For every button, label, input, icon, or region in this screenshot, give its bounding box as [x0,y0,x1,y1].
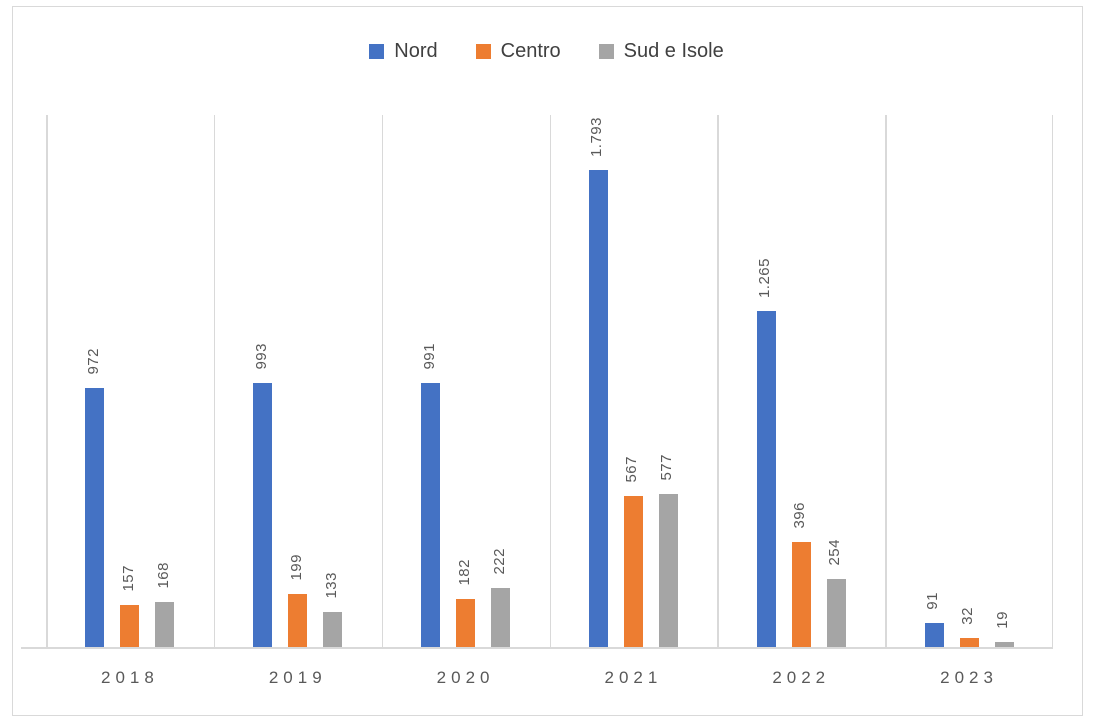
bar-group-2023: 91 32 19 [885,115,1053,647]
bar-group-2021: 1.793 567 577 [550,115,718,647]
bar-nord-2023[interactable] [924,623,944,647]
data-label: 32 [959,607,977,625]
data-label: 133 [322,572,340,599]
data-label: 157 [119,565,137,592]
data-label: 222 [490,548,508,575]
bar-sud-e-isole-2018[interactable] [155,602,175,647]
category-gridline [46,115,48,647]
bar-group-2018: 972 157 168 [46,115,214,647]
legend-swatch-icon [598,44,614,59]
data-label: 993 [252,343,270,370]
x-axis-label-2020: 2020 [436,668,495,687]
legend-item-sud-e-isole[interactable]: Sud e Isole [598,40,724,63]
bar-nord-2020[interactable] [421,383,441,647]
category-gridline [1051,115,1053,647]
data-label: 567 [623,456,641,483]
x-axis-label-2019: 2019 [268,668,327,687]
bar-sud-e-isole-2021[interactable] [658,494,678,647]
legend: Nord Centro Sud e Isole [0,40,1093,63]
x-axis-label-2018: 2018 [101,668,159,687]
data-label: 91 [924,592,942,610]
legend-swatch-icon [475,44,491,59]
data-label: 168 [154,562,172,589]
bar-nord-2021[interactable] [588,170,608,647]
bar-nord-2022[interactable] [756,311,776,647]
bar-centro-2020[interactable] [456,599,476,647]
legend-swatch-icon [369,44,385,59]
bar-sud-e-isole-2022[interactable] [826,579,846,647]
x-axis-label-2022: 2022 [772,668,831,687]
bar-centro-2022[interactable] [791,542,811,647]
data-label: 1.265 [756,257,774,298]
bar-group-2022: 1.265 396 254 [717,115,885,647]
bar-sud-e-isole-2019[interactable] [323,612,343,647]
legend-item-nord[interactable]: Nord [369,40,438,63]
category-gridline [213,115,216,647]
category-gridline [717,115,719,647]
x-axis-label-2021: 2021 [604,668,663,687]
bar-centro-2021[interactable] [623,496,643,647]
x-axis-label-2023: 2023 [940,668,998,687]
bar-nord-2018[interactable] [85,388,105,647]
data-label: 396 [791,502,809,529]
x-axis-line [21,647,1053,649]
data-label: 991 [420,343,438,370]
bar-centro-2019[interactable] [288,594,308,647]
data-label: 199 [287,554,305,581]
bar-centro-2023[interactable] [959,638,979,647]
data-label: 254 [826,539,844,566]
chart-border [12,6,1083,716]
bar-sud-e-isole-2023[interactable] [994,642,1014,647]
data-label: 182 [455,559,473,586]
data-label: 19 [994,611,1012,629]
plot-area: 972 157 168 993 199 133 991 182 222 1.793 567 577 1.… [46,115,1053,647]
legend-label: Centro [500,40,561,62]
bar-sud-e-isole-2020[interactable] [491,588,511,647]
category-gridline [549,115,551,647]
legend-label: Nord [394,40,438,62]
legend-label: Sud e Isole [623,40,724,62]
data-label: 577 [658,454,676,481]
bar-centro-2018[interactable] [120,605,140,647]
data-label: 972 [84,348,102,375]
legend-item-centro[interactable]: Centro [475,40,561,63]
bar-group-2020: 991 182 222 [382,115,550,647]
bar-group-2019: 993 199 133 [214,115,382,647]
x-axis-labels: 2018 2019 2020 2021 2022 2023 [46,660,1053,700]
bar-nord-2019[interactable] [253,383,273,647]
category-gridline [885,115,887,647]
category-gridline [381,115,384,647]
data-label: 1.793 [588,116,606,157]
